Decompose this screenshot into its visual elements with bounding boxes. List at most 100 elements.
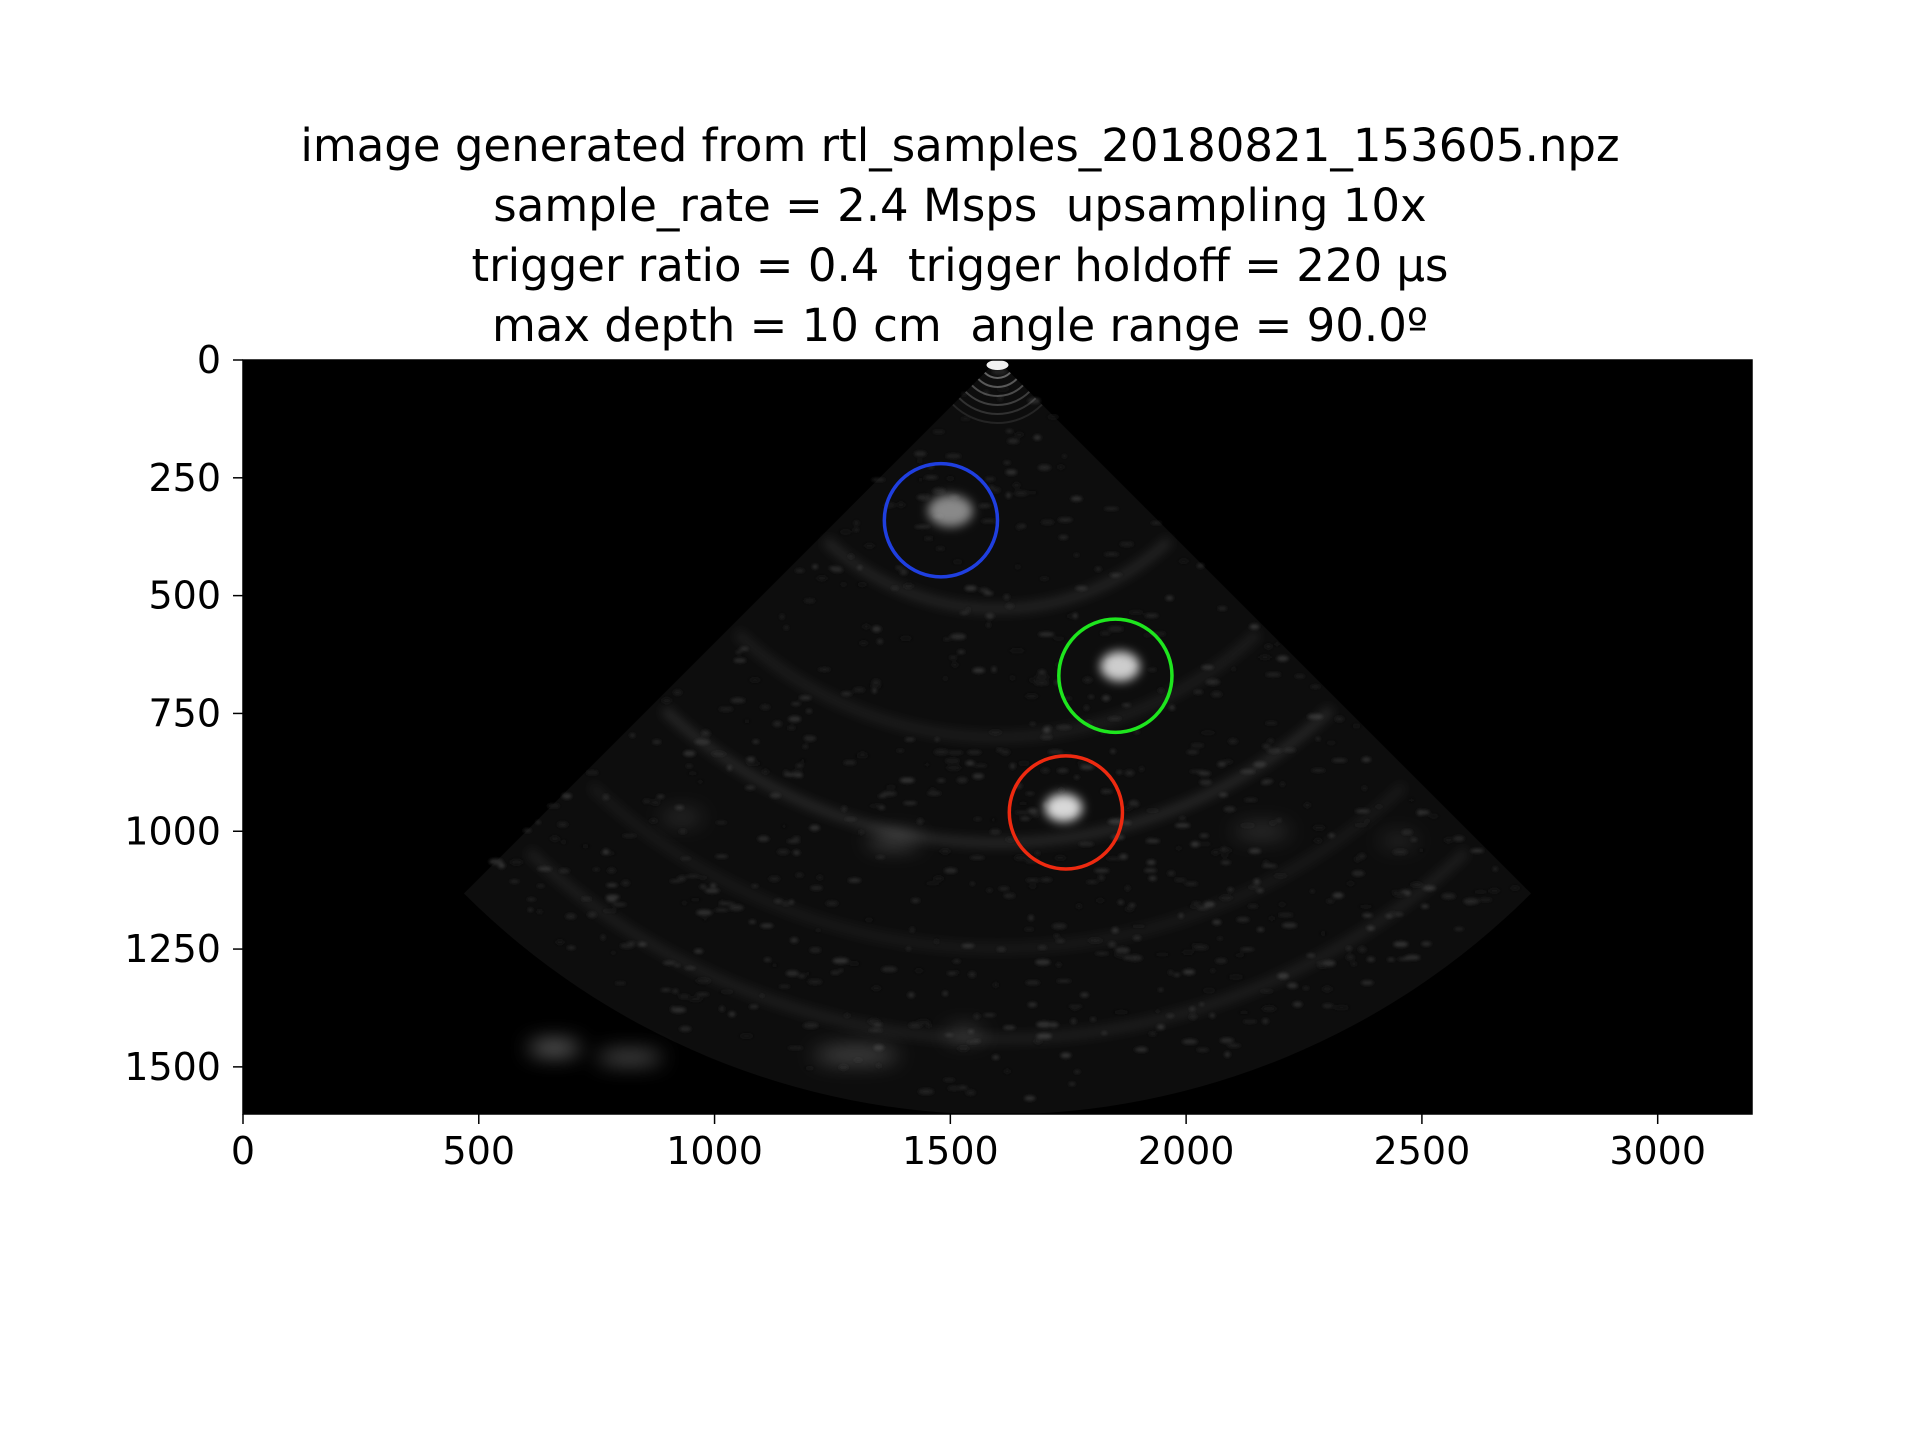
speckle xyxy=(1358,905,1373,908)
speckle xyxy=(986,888,993,893)
speckle xyxy=(1082,677,1093,684)
speckle xyxy=(871,986,882,991)
speckle xyxy=(1242,1020,1257,1023)
speckle xyxy=(760,923,774,928)
speckle xyxy=(674,964,681,967)
speckle xyxy=(788,716,801,722)
speckle xyxy=(970,882,975,885)
speckle xyxy=(1205,679,1220,685)
speckle xyxy=(1025,792,1035,795)
speckle xyxy=(1265,672,1282,677)
speckle xyxy=(991,818,996,822)
speckle xyxy=(933,749,949,755)
title-line-3: trigger ratio = 0.4 trigger holdoff = 22… xyxy=(471,239,1449,292)
speckle xyxy=(1108,626,1124,632)
speckle xyxy=(1470,848,1484,853)
speckle xyxy=(969,856,985,859)
speckle xyxy=(698,876,709,879)
speckle xyxy=(1070,496,1083,502)
speckle xyxy=(1010,675,1015,681)
speckle xyxy=(1306,953,1316,958)
speckle xyxy=(1421,904,1429,909)
speckle xyxy=(1194,690,1201,694)
speckle xyxy=(853,528,860,532)
speckle xyxy=(1392,891,1407,897)
speckle xyxy=(992,1055,1000,1060)
speckle xyxy=(1029,722,1036,726)
speckle xyxy=(1122,703,1131,707)
speckle xyxy=(1167,871,1175,876)
speckle xyxy=(1280,781,1285,787)
speckle xyxy=(896,749,905,752)
echo-band xyxy=(588,782,1407,953)
speckle xyxy=(1418,849,1425,852)
speckle xyxy=(872,626,882,632)
speckle xyxy=(1024,1095,1036,1101)
speckle xyxy=(1333,1005,1350,1010)
echo-highlight xyxy=(596,1050,663,1065)
speckle xyxy=(939,848,951,854)
speckle xyxy=(757,836,770,842)
speckle xyxy=(1311,769,1326,772)
speckle xyxy=(719,1006,725,1012)
speckle xyxy=(942,1078,956,1081)
speckle xyxy=(872,688,877,694)
speckle xyxy=(1267,739,1275,743)
speckle xyxy=(751,884,759,888)
speckle xyxy=(786,726,796,730)
speckle xyxy=(798,974,806,978)
speckle xyxy=(932,430,945,434)
speckle xyxy=(600,934,606,941)
speckle xyxy=(592,868,600,871)
speckle xyxy=(1236,917,1250,922)
speckle xyxy=(989,829,1001,835)
speckle xyxy=(815,929,821,932)
speckle xyxy=(1274,642,1280,646)
speckle xyxy=(1212,919,1222,925)
near-field-ring xyxy=(977,378,1018,388)
speckle xyxy=(1196,563,1204,568)
speckle xyxy=(960,611,969,615)
speckle xyxy=(656,794,665,799)
speckle xyxy=(1148,1032,1157,1036)
speckle xyxy=(1027,491,1038,494)
speckle xyxy=(1003,1025,1016,1030)
speckle xyxy=(1332,892,1344,899)
speckle xyxy=(876,1022,883,1025)
speckle xyxy=(1028,884,1038,888)
speckle xyxy=(804,735,817,742)
speckle xyxy=(1057,464,1065,470)
speckle xyxy=(838,969,843,972)
speckle xyxy=(1006,492,1011,499)
speckle xyxy=(1198,771,1211,776)
speckle xyxy=(509,880,520,883)
speckle xyxy=(522,829,532,832)
speckle xyxy=(1218,848,1232,853)
echo-highlight xyxy=(1379,835,1418,847)
speckle xyxy=(907,992,915,998)
annotation-circles xyxy=(882,461,1174,871)
speckle xyxy=(1473,890,1489,894)
speckle xyxy=(1013,482,1021,489)
y-tick-label: 1500 xyxy=(124,1045,221,1089)
speckle xyxy=(1084,705,1089,711)
x-tick-label: 0 xyxy=(231,1129,255,1173)
speckle xyxy=(1193,944,1209,951)
speckle xyxy=(1362,913,1373,918)
speckle xyxy=(1114,951,1130,958)
speckle xyxy=(733,658,746,663)
speckle xyxy=(944,758,960,763)
speckle xyxy=(1350,962,1357,966)
speckle xyxy=(1178,817,1186,820)
near-field-ring xyxy=(964,391,1031,406)
speckle xyxy=(1178,559,1189,564)
speckle xyxy=(1068,1082,1076,1086)
x-tick-label: 2000 xyxy=(1138,1129,1235,1173)
title-line-1: image generated from rtl_samples_2018082… xyxy=(300,119,1620,172)
speckle xyxy=(1146,860,1156,865)
speckle xyxy=(1047,415,1060,419)
speckle xyxy=(1006,429,1013,433)
speckle xyxy=(1223,806,1236,812)
speckle xyxy=(985,613,995,619)
speckle xyxy=(1176,846,1182,851)
